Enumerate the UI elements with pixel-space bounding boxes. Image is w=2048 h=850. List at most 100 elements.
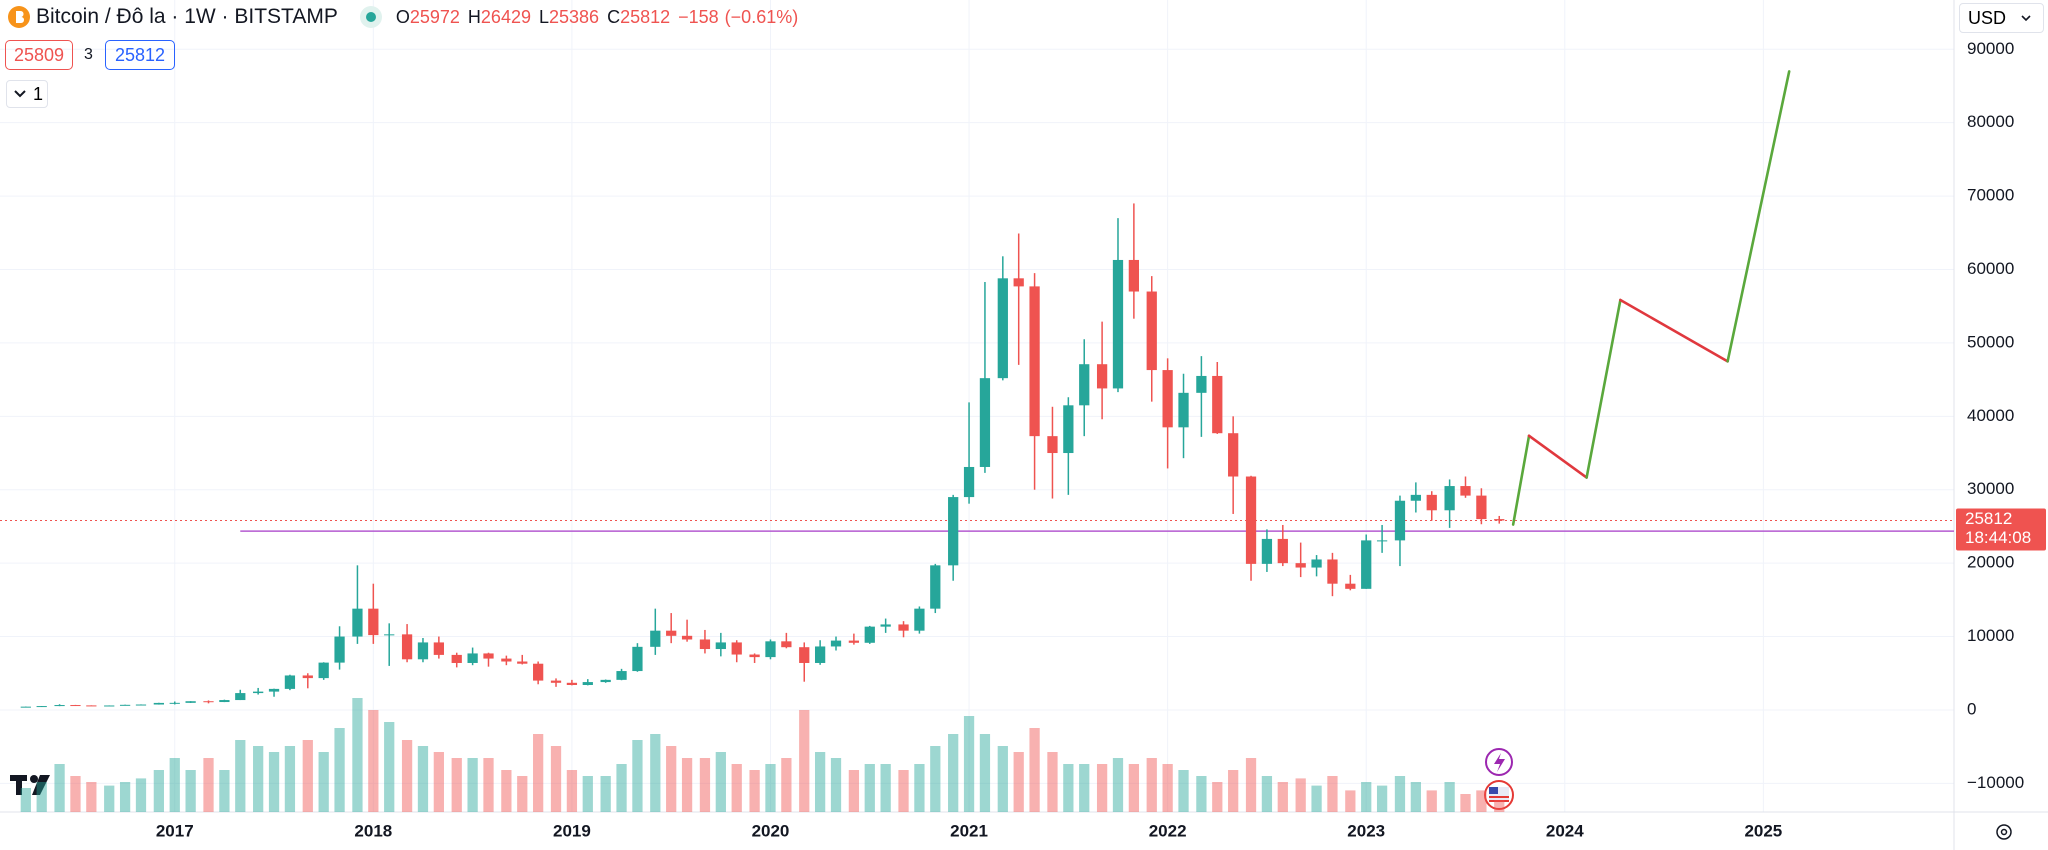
coin-icon	[8, 6, 30, 28]
candle-body	[666, 630, 677, 636]
ohlc-label: O	[395, 6, 410, 27]
candle-body	[368, 608, 379, 636]
candle-body	[1394, 500, 1406, 541]
volume-bar	[268, 752, 280, 812]
volume-bar	[203, 758, 214, 812]
y-tick-label: 0	[1967, 699, 1976, 718]
candle-body	[1376, 540, 1388, 542]
volume-bar	[1245, 758, 1257, 812]
candle-body	[169, 702, 180, 704]
candle-body	[417, 642, 429, 660]
volume-bar	[814, 752, 826, 812]
candle-body	[1212, 375, 1223, 434]
volume-bar	[1494, 800, 1505, 812]
volume-bar	[765, 764, 776, 812]
projection-segment	[1511, 434, 1531, 526]
volume-bar	[948, 734, 959, 812]
volume-bar	[914, 764, 925, 812]
volume-bar	[451, 758, 462, 812]
sell-button[interactable]: 25809	[5, 40, 73, 70]
candle-body	[632, 646, 643, 672]
volume-bar	[54, 764, 65, 812]
candle-body	[979, 378, 991, 467]
candle-body	[898, 624, 909, 631]
ohlc-value: 25972	[409, 6, 460, 27]
tv-logo	[10, 775, 50, 795]
x-tick-label: 2021	[950, 821, 988, 840]
candle-body	[1013, 278, 1024, 287]
settings-button[interactable]	[1996, 824, 2012, 840]
volume-bar	[1196, 776, 1207, 812]
candle-body	[1112, 259, 1124, 389]
candle-body	[864, 626, 875, 643]
ohlc-value: 26429	[480, 6, 531, 27]
volume-bar	[681, 758, 693, 812]
candle-body	[1047, 436, 1058, 454]
volume-bar	[70, 776, 81, 812]
candle-body	[1063, 405, 1074, 454]
volume-bar	[749, 770, 760, 812]
candle-body	[948, 497, 959, 566]
header: Bitcoin / Đô la · 1W · BITSTAMP O 25972 H…	[8, 4, 798, 30]
volume-bar	[1476, 790, 1487, 812]
candle-body	[715, 642, 726, 650]
candle-body	[1361, 540, 1372, 589]
candle-body	[268, 688, 280, 692]
spread: 3	[84, 46, 93, 63]
candle-body	[1410, 494, 1421, 501]
volume-bar	[1096, 764, 1108, 812]
candle-body	[86, 705, 97, 707]
candle-body	[235, 693, 246, 701]
volume-bar	[104, 785, 115, 812]
volume-bar	[550, 746, 562, 812]
buy-button[interactable]: 25812	[105, 40, 175, 70]
volume-bar	[1345, 790, 1356, 812]
market-status[interactable]	[359, 6, 382, 28]
chevron	[14, 90, 26, 98]
price-label: 25812	[1965, 509, 2012, 528]
volume-bar	[401, 740, 413, 812]
volume-bar	[318, 752, 329, 812]
volume-bar	[997, 746, 1008, 812]
ohlc-label: H	[467, 6, 481, 27]
volume-bar	[600, 776, 611, 812]
candle-body	[119, 704, 131, 706]
volume-bar	[1112, 758, 1124, 812]
volume-bar	[284, 746, 296, 812]
event-icons[interactable]	[1484, 748, 1514, 810]
candle-body	[600, 679, 611, 683]
candle-body	[731, 642, 742, 655]
y-tick-label: 90000	[1967, 39, 2014, 58]
volume-bar	[1146, 758, 1157, 812]
candle-body	[203, 701, 214, 703]
volume-bar	[517, 776, 528, 812]
candle-body	[1146, 291, 1157, 371]
y-tick-label: 60000	[1967, 259, 2014, 278]
indicators-toggle[interactable]: 1	[6, 80, 48, 108]
x-tick-label: 2019	[553, 821, 591, 840]
currency-select[interactable]: USD	[1959, 3, 2044, 33]
projection-segment	[1619, 298, 1729, 363]
volume-bar	[1029, 728, 1040, 812]
candle-body	[1128, 259, 1140, 292]
volume-bar	[1212, 782, 1223, 812]
candle-body	[880, 624, 891, 627]
candle-body	[1494, 519, 1505, 521]
candle-body	[650, 630, 661, 647]
candle-body	[566, 682, 578, 686]
countdown: 18:44:08	[1965, 528, 2031, 547]
x-tick-label: 2020	[752, 821, 790, 840]
symbol-title[interactable]: Bitcoin / Đô la · 1W · BITSTAMP	[36, 5, 338, 28]
candle-body	[20, 706, 31, 708]
volume-bar	[880, 764, 891, 812]
candle-body	[1178, 392, 1189, 428]
volume-bar	[1063, 764, 1074, 812]
volume-bar	[848, 770, 860, 812]
volume-bar	[632, 740, 643, 812]
candle-body	[104, 705, 115, 707]
volume-bar	[20, 788, 31, 812]
candle-body	[384, 634, 395, 636]
candle-body	[1162, 370, 1173, 428]
candle-body	[467, 653, 478, 663]
candle-body	[799, 647, 810, 663]
